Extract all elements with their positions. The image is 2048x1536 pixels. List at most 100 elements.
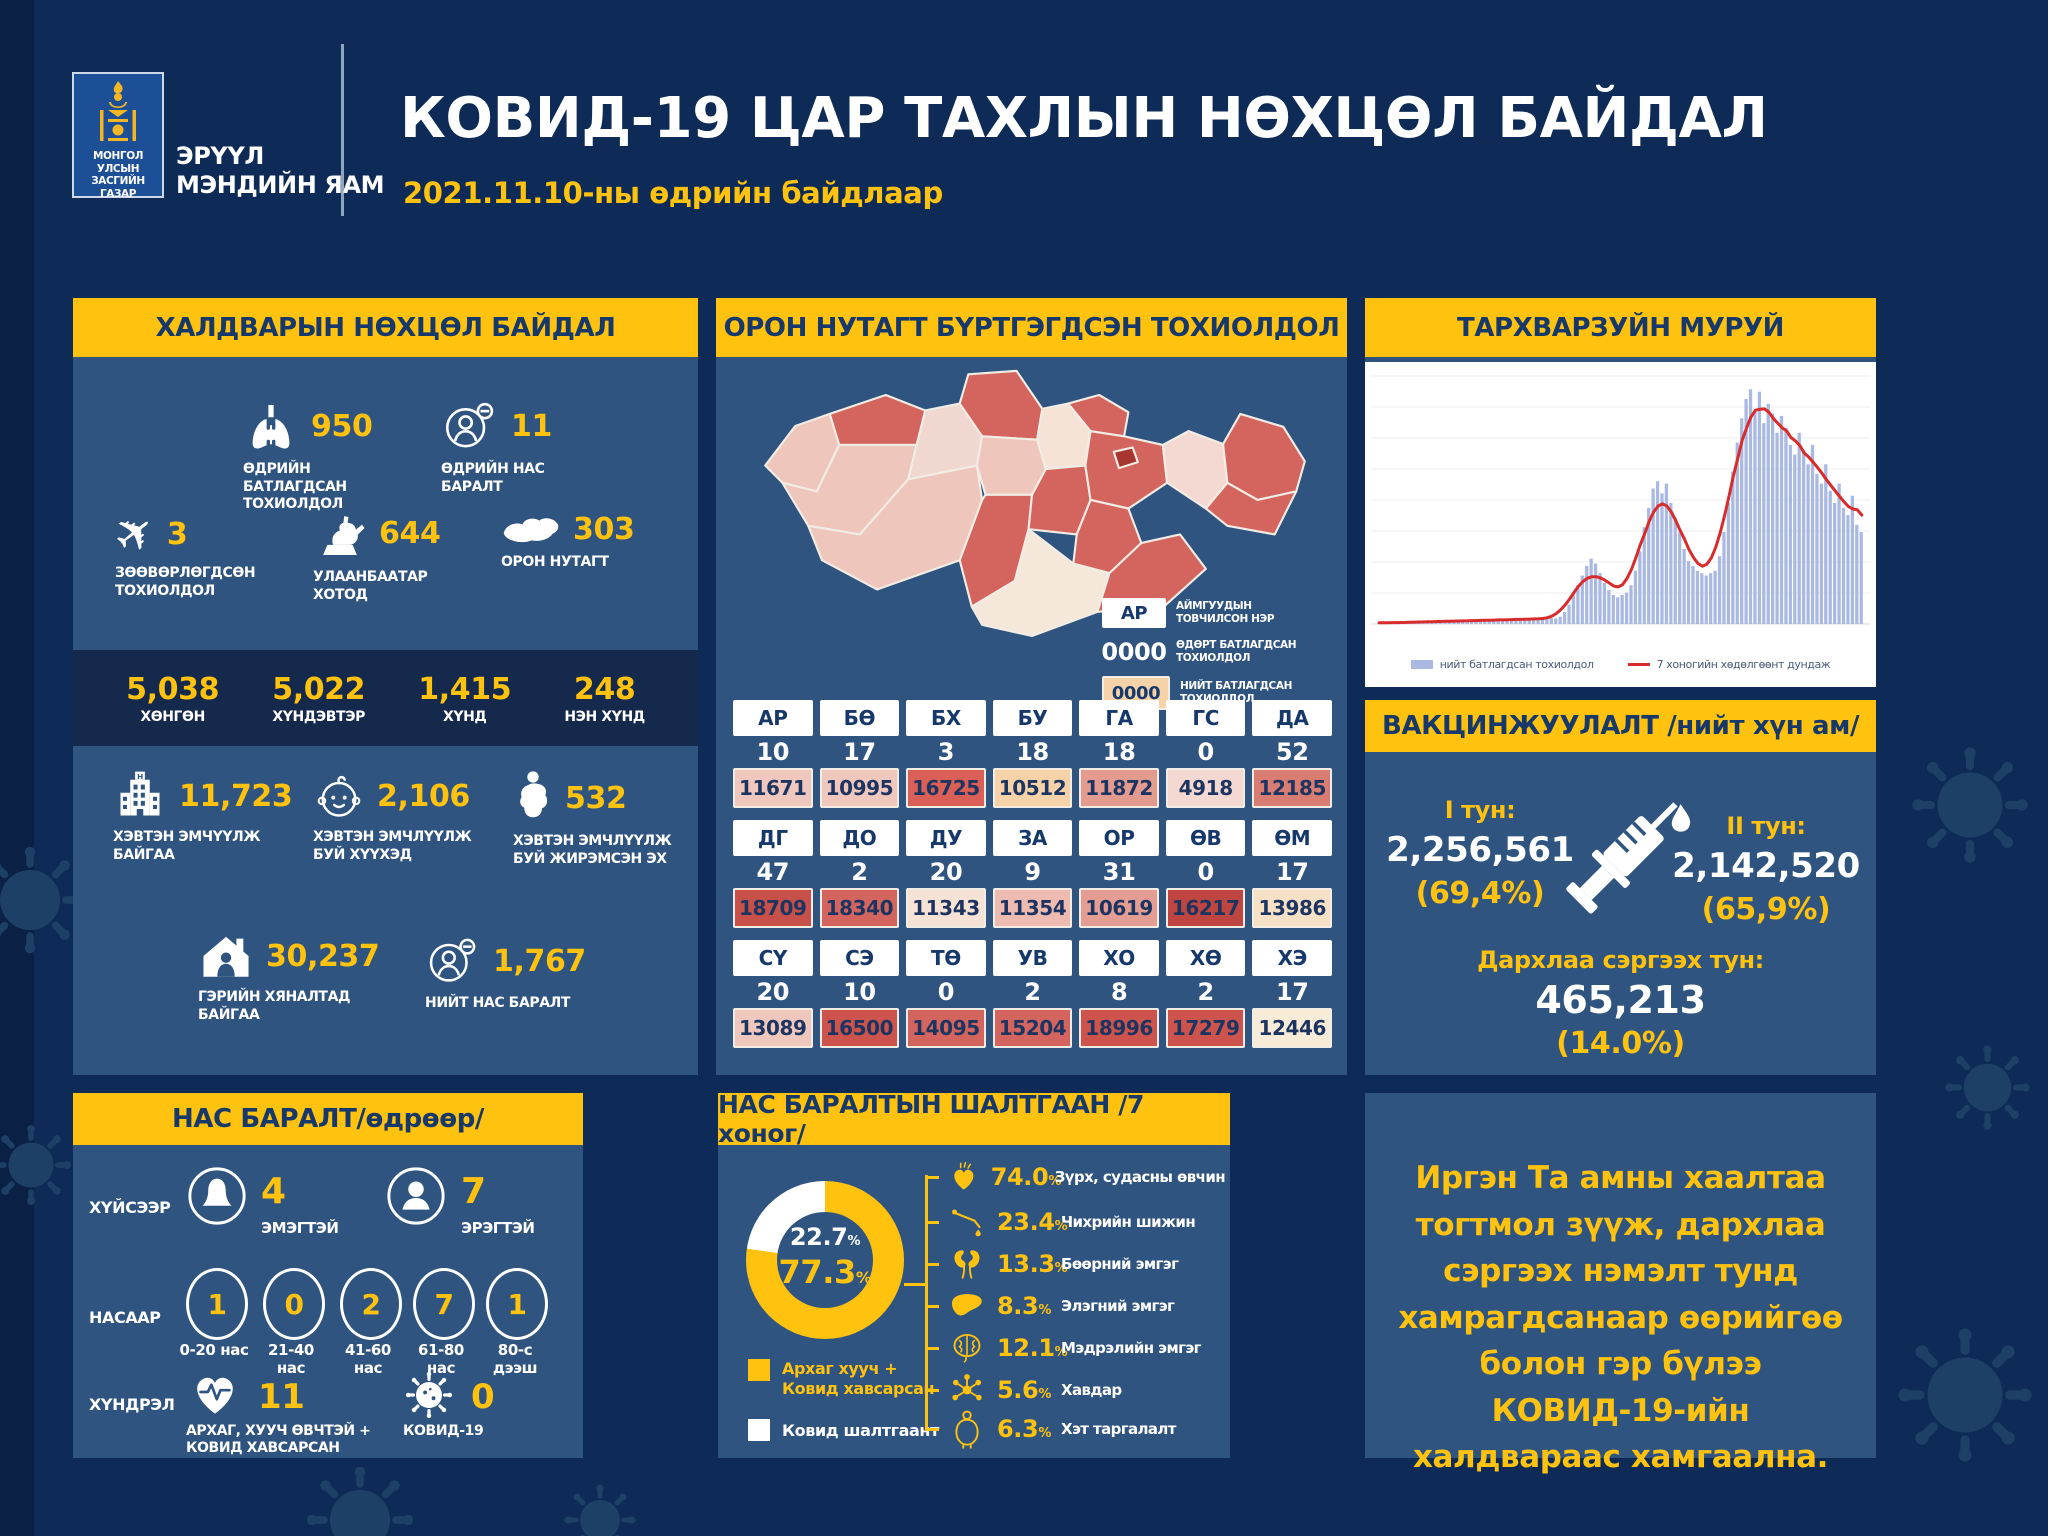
cause-label: Хавдар xyxy=(1061,1381,1122,1399)
covid-virus-icon xyxy=(404,1370,454,1420)
virus-watermark xyxy=(1905,740,2035,870)
aimag-abbr: ГА xyxy=(1079,700,1159,736)
donut-legend-covid: Ковид шалтгаант xyxy=(748,1419,939,1441)
legend-daily-text: 0000 xyxy=(1101,638,1167,666)
stat-label: ГЭРИЙН ХЯНАЛТАД БАЙГАА xyxy=(198,989,351,1023)
header-divider xyxy=(341,44,344,216)
aimag-total-count: 16500 xyxy=(819,1008,900,1048)
dose2-value: 2,142,520 xyxy=(1672,846,1860,886)
stat-provincial-cases: 303 ОРОН НУТАГТ xyxy=(501,512,671,572)
connector-stub xyxy=(904,1283,927,1286)
aimag-daily-count: 0 xyxy=(1197,738,1215,766)
gov-label-line2: ЗАСГИЙН ГАЗАР xyxy=(91,175,145,200)
cause-item-cancer: 5.6% Хавдар xyxy=(925,1370,1225,1410)
aimag-abbr: УВ xyxy=(992,940,1073,976)
stat-value: 950 xyxy=(311,408,373,444)
aimag-cell: СЭ 10 16500 xyxy=(819,940,900,1048)
aimag-daily-count: 2 xyxy=(851,858,868,886)
female-deaths-label: ЭМЭГТЭЙ xyxy=(261,1219,339,1237)
aimag-total-count: 14095 xyxy=(906,1008,986,1048)
cause-label: Зүрх, судасны өвчин xyxy=(1054,1168,1226,1186)
aimag-cell: БӨ 17 10995 xyxy=(819,700,900,808)
region xyxy=(1084,430,1169,510)
aimag-cell: ОР 31 10619 xyxy=(1079,820,1159,928)
age-value: 1 xyxy=(207,1287,227,1321)
legend-abbr-label: АЙМГУУДЫН ТОВЧИЛСОН НЭР xyxy=(1176,600,1275,625)
ministry-line2: МЭНДИЙН ЯАМ xyxy=(176,170,385,199)
aimag-daily-count: 17 xyxy=(843,738,876,766)
male-icon xyxy=(387,1167,445,1225)
aimag-total-count: 16725 xyxy=(906,768,986,808)
age-value: 2 xyxy=(361,1287,381,1321)
booster-value: 465,213 xyxy=(1535,978,1706,1022)
age-circle-21-40: 0 xyxy=(263,1268,325,1340)
heart-pulse-icon xyxy=(197,1377,233,1414)
region-ulaanbaatar xyxy=(1112,446,1139,470)
aimag-daily-count: 52 xyxy=(1275,738,1309,766)
aimag-abbr: СЭ xyxy=(819,940,900,976)
legend-abbr-box: АР xyxy=(1102,598,1166,628)
ministry-name: ЭРҮҮЛ МЭНДИЙН ЯАМ xyxy=(176,142,385,200)
insulin-pen-icon xyxy=(952,1209,981,1237)
aimag-cell: БУ 18 10512 xyxy=(992,700,1073,808)
severity-strip: 5,038 ХӨНГӨН 5,022 ХҮНДЭВТЭР 1,415 ХҮНД … xyxy=(73,650,698,746)
stat-ulaanbaatar-cases: 644 УЛААНБААТАР ХОТОД xyxy=(313,504,498,604)
aimag-abbr: БХ xyxy=(906,700,986,736)
cause-item-kidney: 13.3% Бөөрний эмгэг xyxy=(925,1244,1225,1284)
donut-hole xyxy=(777,1212,873,1308)
government-logo: МОНГОЛ УЛСЫН ЗАСГИЙН ГАЗАР xyxy=(72,72,164,200)
stat-daily-deaths: 11 ӨДРИЙН НАС БАРАЛТ xyxy=(441,398,621,496)
aimag-total-count: 10619 xyxy=(1079,888,1159,928)
virus-watermark xyxy=(0,1120,76,1210)
obesity-icon xyxy=(955,1410,979,1449)
panel-regional-header: ОРОН НУТАГТ БҮРТГЭГДСЭН ТОХИОЛДОЛ xyxy=(716,298,1347,357)
aimag-daily-count: 3 xyxy=(937,738,955,766)
aimag-daily-count: 17 xyxy=(1275,978,1309,1006)
panel-causes-header: НАС БАРАЛТЫН ШАЛТГААН /7 хоног/ xyxy=(718,1090,1230,1148)
dose1-pct: (69,4%) xyxy=(1415,876,1545,911)
stat-daily-confirmed: 950 ӨДРИЙН БАТЛАГДСАН ТОХИОЛДОЛ xyxy=(243,398,413,514)
comorbidity-row-label: ХҮНДРЭЛ xyxy=(89,1395,175,1414)
aimag-cell: УВ 2 15204 xyxy=(992,940,1073,1048)
severity-label: НЭН ХҮНД xyxy=(564,708,645,725)
public-message-text: Иргэн Та амны хаалтаа тогтмол зүүж, дарх… xyxy=(1398,1160,1843,1475)
age-label: 0-20 нас xyxy=(179,1341,249,1359)
legend-daily-sample: 0000 xyxy=(1101,637,1167,667)
stat-label: ХЭВТЭН ЭМЧҮҮЛЖ БАЙГАА xyxy=(113,829,261,863)
aimag-total-count: 18996 xyxy=(1079,1008,1159,1048)
aimag-abbr: ХӨ xyxy=(1165,940,1246,976)
stat-hospitalized-pregnant: 532 ХЭВТЭН ЭМЧЛҮҮЛЖ БУЙ ЖИРЭМСЭН ЭХ xyxy=(513,770,688,868)
mongolia-choropleth-map xyxy=(764,369,1306,638)
panel-regional-cases: ОРОН НУТАГТ БҮРТГЭГДСЭН ТОХИОЛДОЛ xyxy=(716,298,1347,1075)
dose2-label: II тун: xyxy=(1726,812,1806,840)
age-value: 7 xyxy=(434,1287,454,1321)
age-value: 1 xyxy=(507,1287,527,1321)
aimag-abbr: ХЭ xyxy=(1252,940,1333,976)
person-deceased-icon xyxy=(429,938,476,982)
aimag-total-count: 10512 xyxy=(992,768,1073,808)
female-icon xyxy=(188,1167,246,1225)
aimag-abbr: АР xyxy=(733,700,813,736)
virus-watermark xyxy=(300,1460,420,1536)
aimag-daily-count: 47 xyxy=(756,858,790,886)
aimag-total-count: 11354 xyxy=(992,888,1073,928)
gender-row-label: ХҮЙСЭЭР xyxy=(89,1198,171,1217)
legend-bar-swatch xyxy=(1410,659,1433,669)
virus-watermark xyxy=(560,1480,640,1536)
stat-total-deaths: 1,767 НИЙТ НАС БАРАЛТ xyxy=(425,934,645,1013)
aimag-daily-count: 10 xyxy=(843,978,876,1006)
aimag-abbr: ӨМ xyxy=(1252,820,1333,856)
legend-total-text: 0000 xyxy=(1111,682,1161,704)
stat-label: НИЙТ НАС БАРАЛТ xyxy=(425,995,571,1011)
stat-value: 1,767 xyxy=(493,943,586,979)
cause-item-diabetes: 23.4% Чихрийн шижин xyxy=(925,1202,1225,1242)
cause-item-cardiac: 74.0% Зүрх, судасны өвчин xyxy=(925,1157,1226,1197)
dose1-block: I тун: 2,256,561 (69,4%) xyxy=(1375,796,1585,911)
booster-label: Дархлаа сэргээх тун: xyxy=(1477,946,1764,974)
aimag-cell: СҮ 20 13089 xyxy=(733,940,813,1048)
aimag-daily-count: 2 xyxy=(1024,978,1041,1006)
severity-label: ХҮНДЭВТЭР xyxy=(272,708,365,725)
severity-label: ХӨНГӨН xyxy=(140,708,205,725)
aimag-cell: ХЭ 17 12446 xyxy=(1252,940,1333,1048)
heart-icon xyxy=(954,1161,974,1190)
